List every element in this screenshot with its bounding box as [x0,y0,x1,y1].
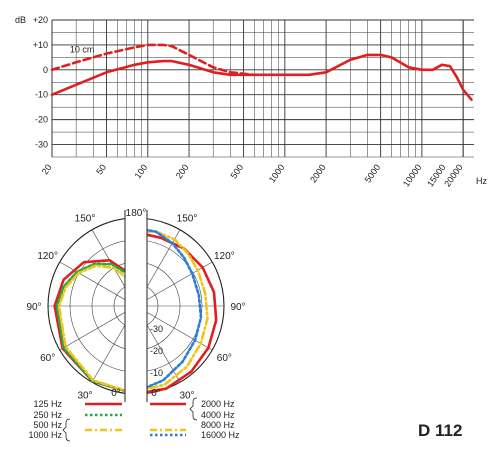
legend-label: 8000 Hz [201,420,235,430]
polar-curve-right [134,228,203,394]
legend-label: 4000 Hz [201,410,235,420]
x-tick-label: 20 [40,162,54,176]
angle-label: 60° [217,353,232,364]
polar-spoke [135,261,213,307]
y-tick-label: -30 [35,140,48,150]
center-separator [125,210,147,402]
angle-label: 0° [111,388,121,399]
x-tick-label: 200 [174,162,191,180]
angle-label: 30° [179,390,194,401]
angle-label: 150° [75,214,96,225]
angle-label: 150° [177,214,198,225]
y-tick-label: +20 [33,15,48,25]
radial-label: -20 [150,346,163,356]
radial-label: -30 [150,324,163,334]
legend-label: 16000 Hz [201,430,240,440]
proximity-curve-10cm [50,43,256,77]
x-tick-label: 20000 [442,162,465,188]
legend-label: 2000 Hz [201,399,235,409]
polar-spoke [59,305,137,351]
polar-curve-right [134,232,218,396]
legend-label: 125 Hz [33,399,62,409]
y-tick-label: -20 [35,115,48,125]
angle-label: 90° [26,302,41,313]
model-name: D 112 [418,421,463,440]
y-unit-label: dB [15,15,26,25]
y-tick-label: +10 [33,40,48,50]
angle-label: 120° [214,251,235,262]
angle-label: 120° [37,251,58,262]
x-tick-label: 10000 [401,162,424,188]
annotation-label: 10 cm [70,44,95,54]
angle-label: 30° [77,390,92,401]
angle-label: 0° [151,388,161,399]
angle-label: 180° [126,208,147,219]
polar-spoke [135,305,213,351]
polar-spoke [59,261,137,307]
y-tick-label: 0 [43,65,48,75]
frequency-response-chart: dB +20 +10 0 -10 -20 -30 20 50 100 200 500 1000 2000 5… [15,15,487,189]
angle-label: 60° [40,353,55,364]
polar-curve-left [57,264,138,396]
x-tick-label: 2000 [308,162,328,184]
legend-label: 1000 Hz [28,430,62,440]
angle-label: 90° [230,302,245,313]
polar-curve-right [134,230,209,394]
x-tick-label: 100 [133,162,150,180]
legend-brace [189,397,198,421]
x-unit-label: Hz [476,176,487,186]
response-curve [50,53,473,101]
radial-label: -10 [150,368,163,378]
polar-curve-left [55,262,138,396]
legend-brace [62,418,71,442]
legend-label: 500 Hz [33,420,62,430]
legend-label: 250 Hz [33,410,62,420]
x-tick-label: 5000 [363,162,383,184]
x-tick-label: 50 [94,162,108,176]
y-tick-label: -10 [35,90,48,100]
x-tick-label: 1000 [267,162,287,184]
polar-pattern-chart: 180° 150° 150° 120° 120° 90° 90° 60° 60° 30° 30° 0°… [26,208,246,442]
x-tick-label: 500 [228,162,245,180]
